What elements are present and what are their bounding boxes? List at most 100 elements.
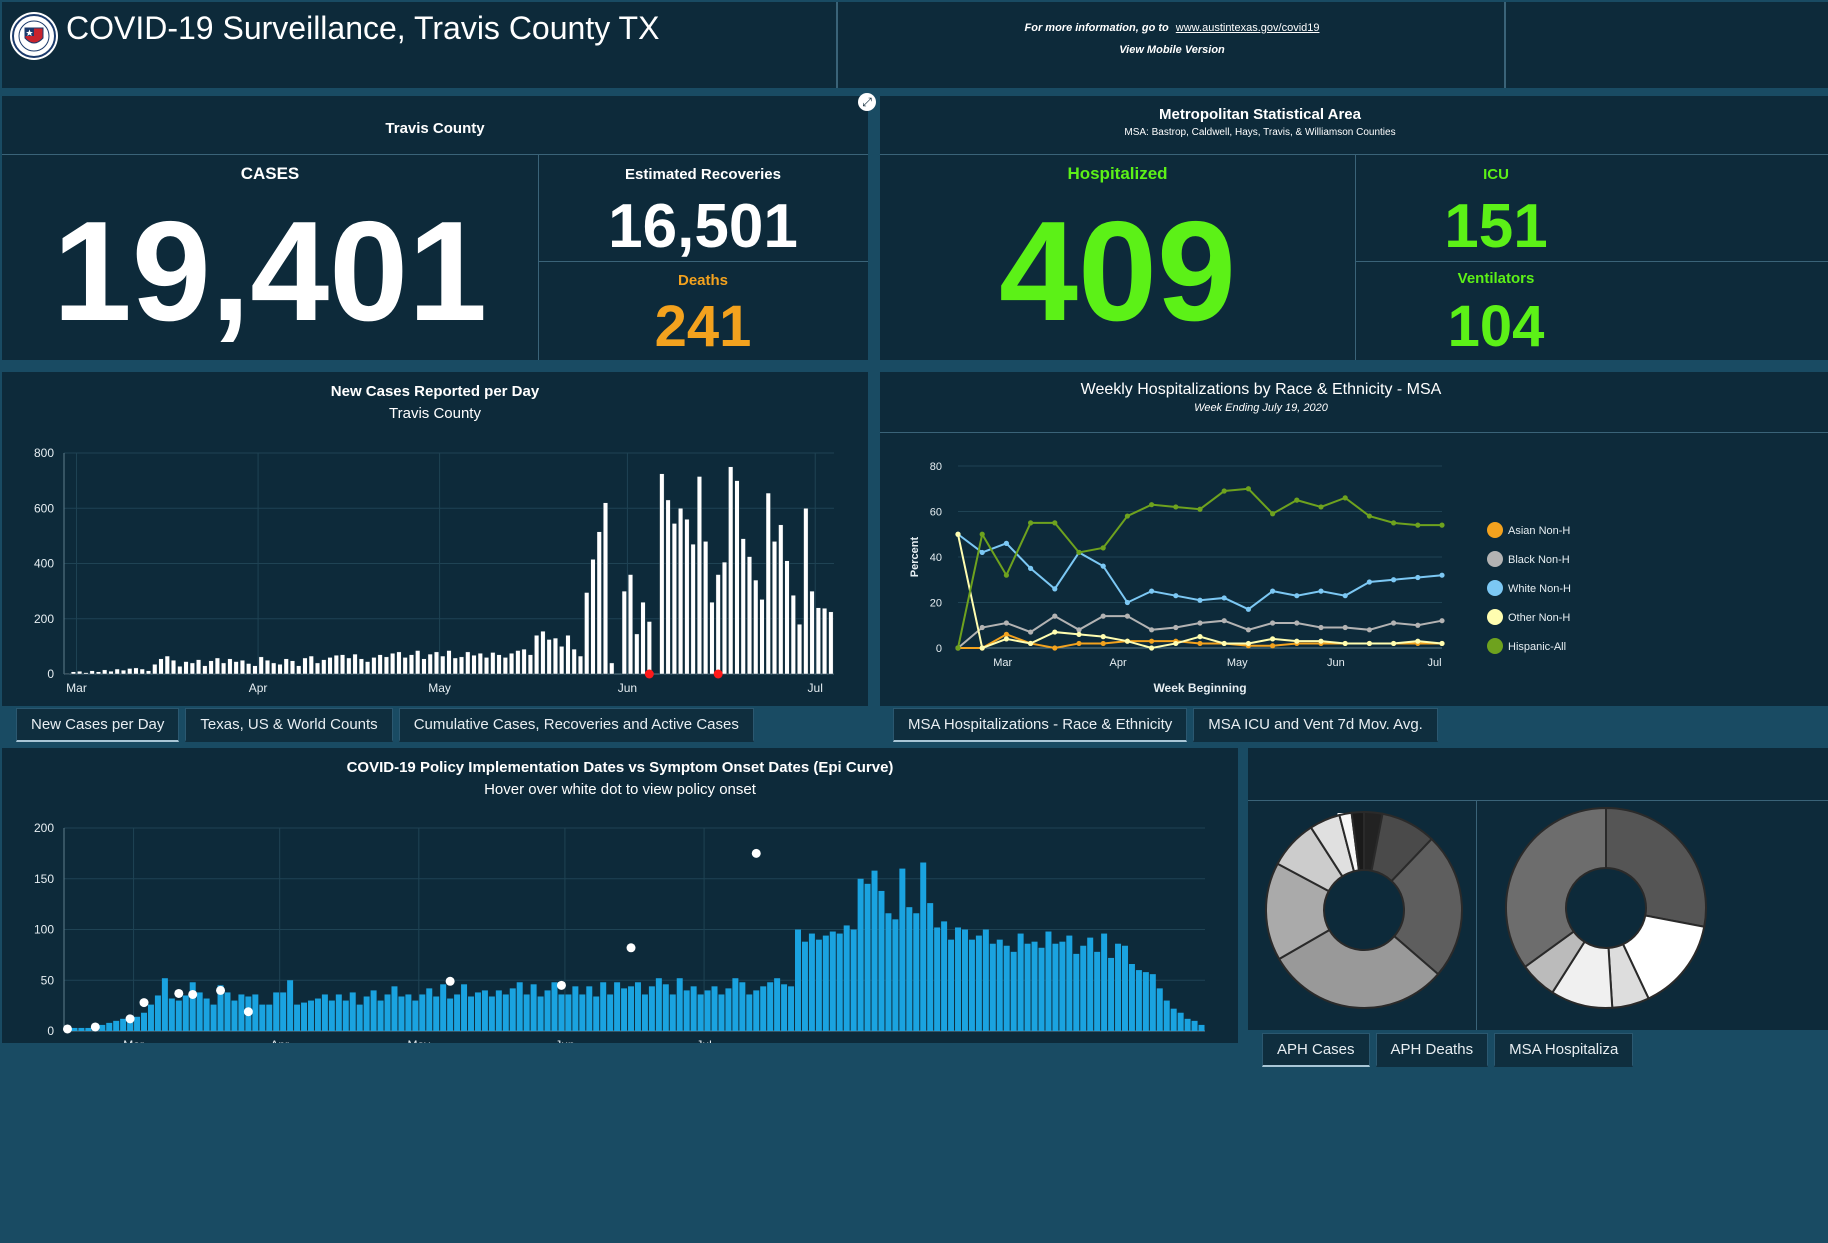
bar — [158, 658, 164, 675]
bar — [384, 994, 391, 1031]
new-cases-panel: New Cases Reported per Day Travis County… — [2, 372, 868, 706]
x-tick-label: Apr — [270, 1038, 289, 1043]
x-tick-label: Jul — [1428, 657, 1442, 669]
bar — [70, 671, 76, 675]
bar — [246, 663, 252, 675]
covid-info-link[interactable]: www.austintexas.gov/covid19 — [1175, 22, 1320, 34]
bar — [772, 541, 777, 675]
bar — [333, 655, 339, 675]
demographics-panel: By Age — [1248, 748, 1828, 1030]
tab-msa-hospitalizations[interactable]: MSA Hospitaliza — [1494, 1033, 1634, 1067]
bar — [634, 633, 640, 675]
bar — [1003, 945, 1010, 1031]
bar — [913, 913, 920, 1031]
series-point — [1173, 640, 1179, 647]
tab-aph-deaths[interactable]: APH Deaths — [1375, 1033, 1489, 1067]
bar — [537, 996, 544, 1031]
deaths-value: 241 — [654, 294, 752, 359]
policy-dot — [125, 1014, 135, 1024]
bar — [465, 651, 471, 675]
bar — [696, 476, 702, 675]
series-point — [1003, 636, 1009, 642]
bar — [102, 669, 108, 675]
deaths-label: Deaths — [677, 272, 729, 289]
bar — [352, 653, 358, 675]
bar — [509, 988, 516, 1031]
bar — [527, 654, 533, 675]
bar — [721, 561, 727, 675]
red-marker — [713, 669, 723, 679]
bar — [815, 607, 821, 675]
bar — [266, 1004, 273, 1031]
tab-new-cases-per-day[interactable]: New Cases per Day — [16, 708, 180, 742]
y-axis-title: Percent — [909, 536, 921, 577]
demographics-donuts[interactable] — [1248, 748, 1828, 1030]
bar — [578, 655, 583, 675]
bar — [1121, 945, 1128, 1031]
bar — [565, 635, 571, 675]
bar — [523, 994, 530, 1031]
series-point — [1124, 638, 1130, 644]
series-point — [1294, 497, 1300, 503]
new-cases-chart[interactable]: 0 200 400 600 800 Mar Apr May Jun Jul — [2, 372, 868, 706]
bar — [402, 657, 408, 675]
bar — [690, 986, 697, 1031]
donut-slice — [1505, 806, 1607, 969]
bar — [391, 986, 398, 1031]
x-tick-label: Mar — [66, 681, 87, 695]
tab-aph-cases[interactable]: APH Cases — [1262, 1033, 1370, 1067]
bar — [99, 1024, 106, 1031]
bar — [365, 661, 371, 675]
series-point — [1245, 640, 1251, 647]
tab-cumulative-cases[interactable]: Cumulative Cases, Recoveries and Active … — [398, 708, 754, 742]
series-point — [979, 531, 985, 537]
bar — [760, 986, 767, 1031]
mobile-version-link[interactable]: View Mobile Version — [1119, 44, 1225, 56]
bar — [273, 992, 280, 1031]
bar — [797, 624, 803, 675]
epi-curve-chart[interactable]: 0 50 100 150 200 Mar Apr May Jun Jul — [2, 748, 1238, 1043]
series-point — [1366, 513, 1372, 519]
bar — [294, 1004, 301, 1031]
bar — [534, 635, 540, 675]
bar — [1191, 1020, 1198, 1031]
x-tick-label: May — [428, 681, 451, 695]
bar — [1184, 1018, 1191, 1031]
msa-panel: Metropolitan Statistical Area MSA: Bastr… — [880, 96, 1828, 360]
bar — [108, 671, 114, 675]
bar — [83, 672, 89, 675]
bar — [961, 929, 968, 1031]
bar — [628, 574, 633, 675]
policy-dot — [139, 998, 149, 1008]
y-tick-label: 60 — [930, 507, 942, 519]
series-point — [1342, 593, 1348, 599]
bar — [704, 990, 711, 1031]
tab-msa-hosp-race[interactable]: MSA Hospitalizations - Race & Ethnicity — [893, 708, 1188, 742]
x-tick-label: Jun — [555, 1038, 574, 1043]
bar — [948, 939, 955, 1031]
bar — [408, 654, 414, 675]
bar — [836, 933, 843, 1031]
bar — [815, 939, 822, 1031]
tab-texas-us-world-counts[interactable]: Texas, US & World Counts — [185, 708, 393, 742]
series-point — [1003, 572, 1009, 578]
bar — [77, 671, 83, 675]
bar — [358, 658, 364, 675]
bar — [684, 519, 690, 675]
bar — [371, 657, 377, 675]
series-point — [1415, 622, 1421, 628]
tab-msa-icu-vent[interactable]: MSA ICU and Vent 7d Mov. Avg. — [1193, 708, 1438, 742]
series-point — [1391, 640, 1397, 647]
bar — [147, 1004, 154, 1031]
expand-icon[interactable]: ⤢ — [858, 93, 876, 111]
donut-slice — [1390, 837, 1463, 976]
bar — [628, 986, 635, 1031]
epi-chart-title: COVID-19 Policy Implementation Dates vs … — [346, 759, 894, 776]
series-point — [1318, 638, 1324, 644]
bar — [71, 1027, 78, 1031]
bar — [565, 994, 572, 1031]
bar — [495, 990, 502, 1031]
bar — [484, 657, 490, 675]
bar — [1142, 972, 1149, 1031]
race-ethnicity-chart[interactable]: 0 20 40 60 80 Mar Apr May Jun Jul Week Beginning Pe… — [880, 372, 1828, 706]
